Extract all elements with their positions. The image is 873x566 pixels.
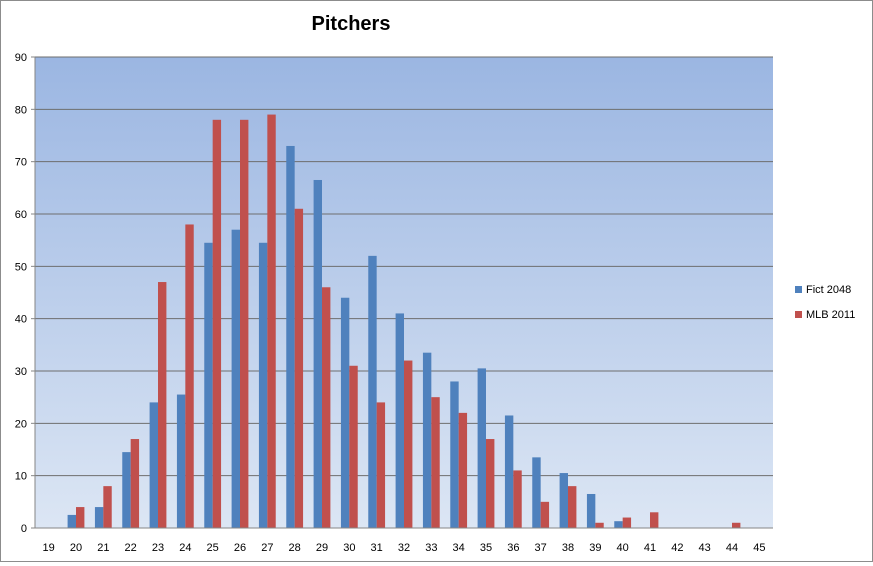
bar-mlb-2011 xyxy=(513,470,522,528)
bar-mlb-2011 xyxy=(732,522,741,528)
bar-mlb-2011 xyxy=(376,402,386,528)
x-tick-label: 25 xyxy=(207,542,219,554)
x-tick-label: 38 xyxy=(562,542,574,554)
bar-mlb-2011 xyxy=(486,439,495,528)
bar-fict-2048 xyxy=(477,368,486,528)
legend-label: MLB 2011 xyxy=(806,309,855,321)
y-tick-label: 0 xyxy=(21,523,27,535)
y-tick-label: 50 xyxy=(15,261,27,273)
x-tick-label: 41 xyxy=(644,542,656,554)
bar-fict-2048 xyxy=(313,179,322,528)
x-tick-label: 33 xyxy=(425,542,437,554)
bar-mlb-2011 xyxy=(267,114,276,529)
x-tick-label: 29 xyxy=(316,542,328,554)
bar-fict-2048 xyxy=(559,473,568,528)
x-tick-label: 22 xyxy=(125,542,137,554)
y-tick-label: 80 xyxy=(15,104,27,116)
legend-label: Fict 2048 xyxy=(806,284,851,296)
bar-mlb-2011 xyxy=(130,439,140,528)
bar-fict-2048 xyxy=(614,521,623,528)
bar-mlb-2011 xyxy=(568,486,577,528)
y-tick-label: 20 xyxy=(15,418,27,430)
x-tick-label: 31 xyxy=(371,542,383,554)
bar-fict-2048 xyxy=(395,313,404,528)
x-tick-label: 20 xyxy=(70,542,82,554)
x-tick-label: 21 xyxy=(97,542,109,554)
bar-mlb-2011 xyxy=(622,517,632,528)
legend-swatch xyxy=(795,286,802,293)
x-tick-label: 35 xyxy=(480,542,492,554)
x-tick-label: 34 xyxy=(453,542,465,554)
x-tick-label: 37 xyxy=(535,542,547,554)
y-tick-label: 10 xyxy=(15,471,27,483)
x-tick-label: 39 xyxy=(589,542,601,554)
bar-fict-2048 xyxy=(586,493,596,528)
bar-fict-2048 xyxy=(368,255,377,528)
bar-fict-2048 xyxy=(94,507,104,528)
bar-mlb-2011 xyxy=(240,119,249,529)
bar-mlb-2011 xyxy=(431,397,440,528)
y-tick-label: 30 xyxy=(15,366,27,378)
x-tick-label: 32 xyxy=(398,542,410,554)
x-tick-label: 43 xyxy=(699,542,711,554)
x-tick-label: 44 xyxy=(726,542,738,554)
bar-fict-2048 xyxy=(176,394,186,528)
bar-mlb-2011 xyxy=(458,412,468,528)
x-tick-label: 23 xyxy=(152,542,164,554)
bar-mlb-2011 xyxy=(322,287,331,528)
bar-mlb-2011 xyxy=(349,365,358,528)
bar-fict-2048 xyxy=(149,402,158,528)
bar-mlb-2011 xyxy=(404,360,413,528)
bar-fict-2048 xyxy=(231,229,240,528)
bar-mlb-2011 xyxy=(212,119,222,529)
bar-fict-2048 xyxy=(340,297,350,528)
x-tick-label: 24 xyxy=(179,542,191,554)
x-tick-label: 19 xyxy=(43,542,55,554)
y-tick-label: 70 xyxy=(15,157,27,169)
bar-mlb-2011 xyxy=(103,486,112,528)
bar-fict-2048 xyxy=(67,514,76,528)
legend-swatch xyxy=(795,311,802,318)
bar-fict-2048 xyxy=(286,145,295,528)
y-tick-label: 60 xyxy=(15,209,27,221)
bar-fict-2048 xyxy=(532,457,541,528)
x-tick-label: 36 xyxy=(507,542,519,554)
x-tick-label: 30 xyxy=(343,542,355,554)
bar-fict-2048 xyxy=(422,352,432,528)
bar-fict-2048 xyxy=(450,381,459,528)
x-tick-label: 26 xyxy=(234,542,246,554)
x-tick-label: 40 xyxy=(617,542,629,554)
bar-fict-2048 xyxy=(204,242,213,529)
bar-mlb-2011 xyxy=(540,501,550,528)
bar-fict-2048 xyxy=(122,452,131,528)
chart-title: Pitchers xyxy=(311,13,391,35)
y-tick-label: 90 xyxy=(15,52,27,64)
x-tick-label: 42 xyxy=(671,542,683,554)
bar-mlb-2011 xyxy=(158,282,167,528)
bar-mlb-2011 xyxy=(595,522,604,528)
bar-mlb-2011 xyxy=(650,512,659,528)
y-tick-label: 40 xyxy=(15,314,27,326)
bar-mlb-2011 xyxy=(185,224,194,528)
x-tick-label: 45 xyxy=(753,542,765,554)
bar-fict-2048 xyxy=(504,415,514,528)
bar-mlb-2011 xyxy=(76,507,85,528)
bar-mlb-2011 xyxy=(294,208,304,528)
x-tick-label: 27 xyxy=(261,542,273,554)
bar-fict-2048 xyxy=(258,242,268,529)
x-tick-label: 28 xyxy=(289,542,301,554)
